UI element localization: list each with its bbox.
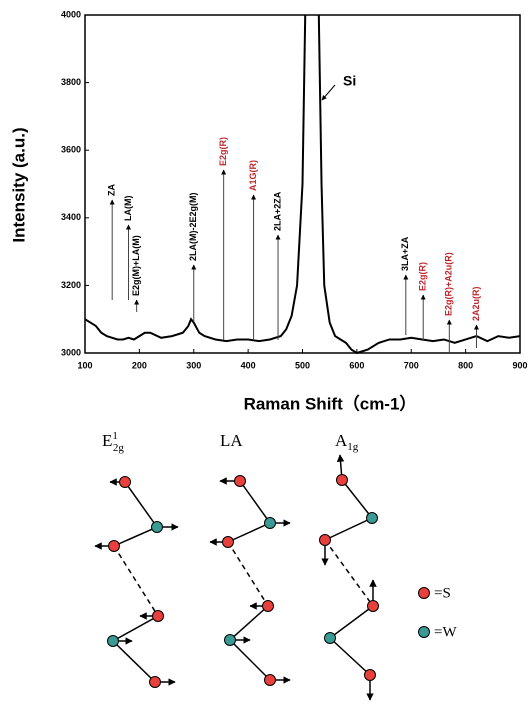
y-tick-label: 3000 xyxy=(61,347,81,357)
atoms xyxy=(107,474,430,688)
annotation: 2LA(M)-2E2g(M) xyxy=(188,193,198,262)
x-tick-label: 800 xyxy=(458,360,473,370)
legend-label: =W xyxy=(434,624,457,640)
mode-label: LA xyxy=(220,431,243,450)
annotation: 2A2u(R) xyxy=(471,286,481,321)
legend-label: =S xyxy=(434,585,451,601)
annotation: Si xyxy=(343,73,356,89)
x-tick-label: 600 xyxy=(349,360,364,370)
y-tick-label: 3400 xyxy=(61,212,81,222)
annotation: E2g(R)+A2u(R) xyxy=(444,252,454,316)
x-tick-label: 500 xyxy=(295,360,310,370)
annotation: E2g(M)+LA(M) xyxy=(131,235,141,296)
annotation: E2g(R) xyxy=(418,262,428,291)
x-tick-label: 300 xyxy=(186,360,201,370)
annotation-arrow xyxy=(321,84,336,101)
spectrum-line xyxy=(85,15,520,355)
x-tick-label: 400 xyxy=(241,360,256,370)
diagram: E1 2g LA A1g =S =W xyxy=(94,430,457,701)
annotation: A1G(R) xyxy=(248,160,258,191)
x-tick-label: 100 xyxy=(77,360,92,370)
x-axis-label: Raman Shift（cm-1） xyxy=(244,393,417,413)
x-tick-label: 700 xyxy=(404,360,419,370)
mode-label: A1g xyxy=(335,431,359,453)
annotation: LA(M) xyxy=(123,196,133,222)
y-tick-label: 4000 xyxy=(61,9,81,19)
annotation: 2LA+2ZA xyxy=(272,191,282,231)
x-tick-label: 900 xyxy=(512,360,527,370)
chart: 100 200 300 400 500 600 700 800 900 3000 3200 3400 3… xyxy=(61,9,528,370)
y-axis-label: Intensity (a.u.) xyxy=(9,127,28,242)
y-tick-label: 3600 xyxy=(61,145,81,155)
annotation: 3LA+ZA xyxy=(400,236,410,271)
y-tick-label: 3800 xyxy=(61,77,81,87)
y-tick-label: 3200 xyxy=(61,280,81,290)
annotation: ZA xyxy=(107,184,117,196)
annotation: E2g(R) xyxy=(218,137,228,166)
x-tick-label: 200 xyxy=(132,360,147,370)
bonds xyxy=(111,479,374,683)
mode-label: E1 2g xyxy=(102,430,124,454)
